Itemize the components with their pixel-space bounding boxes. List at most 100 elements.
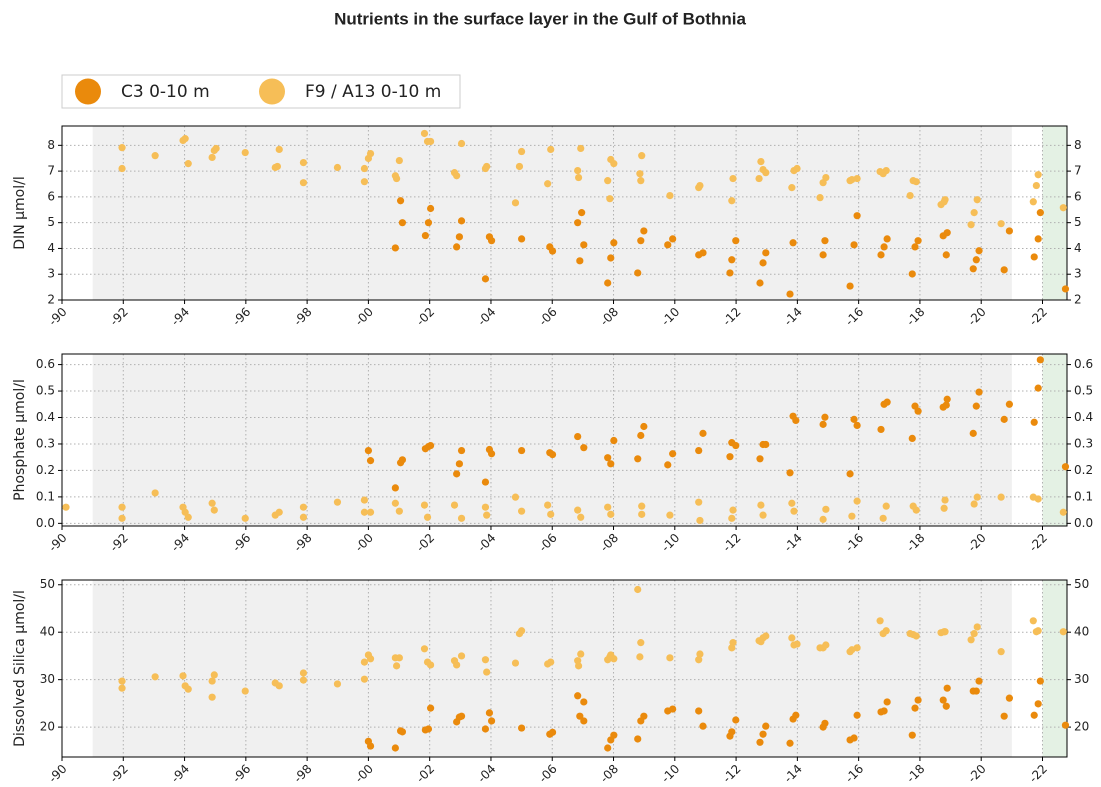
data-point: [638, 152, 646, 160]
x-tick-label: -12: [720, 762, 744, 786]
data-point: [879, 514, 887, 522]
data-point: [853, 711, 861, 719]
y2-tick-label: 8: [1074, 138, 1082, 152]
data-point: [241, 148, 249, 157]
data-point: [396, 197, 405, 205]
y-axis-label: DIN µmol/l: [12, 176, 28, 249]
data-point: [518, 147, 526, 156]
x-tick-label: -18: [904, 762, 928, 786]
y2-tick-label: 0.3: [1074, 436, 1093, 450]
legend-marker: [75, 78, 101, 105]
data-point: [732, 716, 740, 724]
y-tick-label: 5: [47, 215, 55, 229]
data-point: [634, 585, 642, 594]
data-point: [366, 655, 375, 663]
y-tick-label: 0.5: [36, 384, 55, 398]
data-point: [457, 712, 466, 720]
data-point: [695, 707, 703, 715]
data-point: [757, 501, 765, 509]
y2-tick-label: 3: [1074, 267, 1082, 281]
x-tick-label: -02: [414, 531, 438, 555]
data-point: [457, 514, 466, 522]
axes-frame: [61, 125, 1068, 301]
x-tick-label: -94: [168, 762, 192, 786]
data-point: [1030, 418, 1038, 426]
x-tick-label: -18: [904, 305, 928, 329]
x-tick-label: -02: [414, 305, 438, 329]
data-point: [1029, 617, 1037, 625]
data-point: [607, 460, 615, 468]
data-point: [941, 196, 949, 204]
y2-tick-label: 0.0: [1074, 516, 1093, 530]
data-point: [604, 177, 612, 185]
data-point: [333, 680, 342, 688]
data-point: [634, 735, 642, 743]
data-point: [481, 478, 490, 486]
data-point: [819, 515, 827, 523]
data-point: [577, 650, 585, 658]
data-point: [333, 498, 342, 506]
data-point: [943, 229, 951, 237]
data-point: [420, 129, 429, 138]
data-point: [669, 705, 677, 713]
data-point: [1059, 204, 1067, 212]
data-point: [1034, 627, 1042, 635]
y2-tick-label: 0.6: [1074, 357, 1093, 371]
data-point: [607, 254, 615, 262]
x-tick-label: -18: [904, 531, 928, 555]
data-point: [728, 197, 736, 205]
data-point: [792, 416, 800, 425]
x-tick-label: -96: [230, 305, 254, 329]
data-point: [360, 164, 369, 173]
data-point: [427, 204, 435, 213]
data-point: [576, 257, 584, 265]
data-point: [788, 499, 796, 507]
data-point: [1034, 384, 1042, 392]
data-point: [360, 675, 369, 683]
data-point: [943, 684, 951, 692]
data-point: [943, 395, 951, 403]
data-point: [1036, 356, 1044, 364]
data-point: [481, 656, 490, 664]
data-point: [212, 144, 220, 153]
y-tick-label: 0.6: [36, 357, 55, 371]
data-point: [942, 251, 950, 259]
y-tick-label: 4: [47, 241, 55, 255]
data-point: [518, 724, 526, 732]
data-point: [398, 728, 407, 736]
data-point: [547, 145, 555, 154]
data-point: [62, 503, 70, 511]
data-point: [391, 484, 399, 492]
data-point: [184, 160, 192, 168]
data-point: [420, 501, 429, 509]
data-point: [1000, 266, 1008, 274]
data-point: [666, 192, 674, 200]
y-tick-label: 8: [47, 138, 55, 152]
data-point: [762, 249, 770, 257]
data-point: [574, 173, 583, 182]
data-point: [914, 407, 922, 415]
data-point: [728, 514, 736, 522]
y2-tick-label: 2: [1074, 293, 1082, 307]
data-point: [427, 704, 435, 712]
data-point: [604, 279, 612, 287]
data-point: [788, 184, 796, 192]
data-point: [275, 508, 283, 516]
data-point: [696, 181, 704, 190]
data-point: [912, 178, 920, 186]
data-point: [366, 149, 375, 158]
data-point: [547, 510, 555, 518]
data-point: [210, 506, 218, 514]
data-point: [942, 702, 950, 710]
data-point: [819, 420, 827, 428]
data-point: [1034, 235, 1042, 243]
data-point: [640, 422, 648, 431]
data-point: [853, 174, 861, 183]
legend-marker: [259, 78, 285, 105]
shaded-span: [92, 354, 1012, 526]
x-tick-label: -90: [46, 531, 70, 555]
x-tick-label: -06: [536, 762, 560, 786]
data-point: [853, 421, 861, 430]
data-point: [299, 669, 308, 677]
x-tick-label: -12: [720, 305, 744, 329]
